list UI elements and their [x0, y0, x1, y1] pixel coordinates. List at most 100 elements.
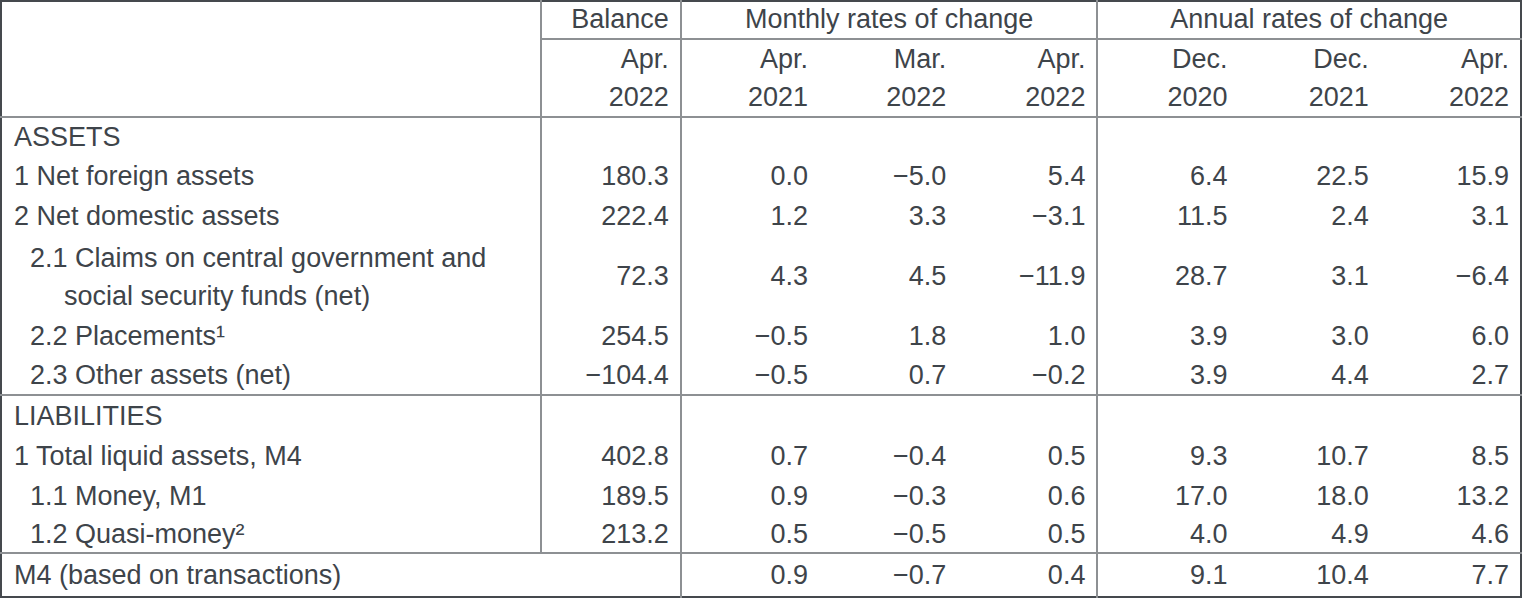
monetary-statistics-table-container: Balance Monthly rates of change Annual r…	[0, 0, 1522, 598]
table-row-claims-central-government: 2.1 Claims on central government and soc…	[1, 237, 1521, 317]
row-label: 1 Net foreign assets	[1, 157, 541, 197]
balance-value: 180.3	[541, 157, 681, 197]
table-row-placements: 2.2 Placements¹ 254.5 −0.5 1.8 1.0 3.9 3…	[1, 317, 1521, 357]
annual-value: 22.5	[1239, 157, 1380, 197]
monthly-value: 0.4	[957, 553, 1097, 597]
monthly-value: 3.3	[819, 197, 957, 237]
monthly-value: 4.5	[819, 237, 957, 317]
monthly-value: 1.0	[957, 317, 1097, 357]
annual-value: 28.7	[1097, 237, 1238, 317]
row-label: 2.3 Other assets (net)	[1, 357, 541, 395]
empty-cell	[1239, 117, 1380, 157]
annual-value: 9.3	[1097, 437, 1238, 477]
column-group-header-monthly: Monthly rates of change	[681, 1, 1098, 39]
row-label: 2 Net domestic assets	[1, 197, 541, 237]
annual-value: 3.0	[1239, 317, 1380, 357]
monthly-value: −0.5	[681, 357, 819, 395]
annual-value: 10.7	[1239, 437, 1380, 477]
monthly-value: 0.5	[681, 517, 819, 553]
footer-label: M4 (based on transactions)	[1, 553, 681, 597]
annual-value: 2.4	[1239, 197, 1380, 237]
empty-cell	[1380, 395, 1521, 437]
balance-value: 402.8	[541, 437, 681, 477]
balance-value: 254.5	[541, 317, 681, 357]
balance-value: 72.3	[541, 237, 681, 317]
period-header: Apr. 2022	[957, 39, 1097, 117]
row-label: 1.2 Quasi-money²	[1, 517, 541, 553]
empty-cell	[957, 395, 1097, 437]
empty-cell	[1380, 117, 1521, 157]
monthly-value: −0.3	[819, 477, 957, 517]
annual-value: 10.4	[1239, 553, 1380, 597]
table-row-total-liquid-assets: 1 Total liquid assets, M4 402.8 0.7 −0.4…	[1, 437, 1521, 477]
monthly-value: 0.9	[681, 553, 819, 597]
annual-value: 7.7	[1380, 553, 1521, 597]
empty-cell	[681, 117, 819, 157]
table-row-other-assets: 2.3 Other assets (net) −104.4 −0.5 0.7 −…	[1, 357, 1521, 395]
monthly-value: 0.6	[957, 477, 1097, 517]
monetary-aggregates-table: Balance Monthly rates of change Annual r…	[0, 0, 1522, 598]
annual-value: 3.9	[1097, 317, 1238, 357]
annual-value: 9.1	[1097, 553, 1238, 597]
balance-value: 213.2	[541, 517, 681, 553]
row-label: 1.1 Money, M1	[1, 477, 541, 517]
monthly-value: 1.8	[819, 317, 957, 357]
monthly-value: −11.9	[957, 237, 1097, 317]
monthly-value: −0.7	[819, 553, 957, 597]
monthly-value: −0.4	[819, 437, 957, 477]
annual-value: 3.9	[1097, 357, 1238, 395]
empty-cell	[1097, 117, 1238, 157]
monthly-value: −0.5	[681, 317, 819, 357]
row-label: 2.1 Claims on central government and soc…	[1, 237, 541, 317]
column-group-header-annual: Annual rates of change	[1097, 1, 1521, 39]
table-row-quasi-money: 1.2 Quasi-money² 213.2 0.5 −0.5 0.5 4.0 …	[1, 517, 1521, 553]
table-row-money-m1: 1.1 Money, M1 189.5 0.9 −0.3 0.6 17.0 18…	[1, 477, 1521, 517]
annual-value: 15.9	[1380, 157, 1521, 197]
period-header: Apr. 2022	[1380, 39, 1521, 117]
monthly-value: −5.0	[819, 157, 957, 197]
annual-value: 8.5	[1380, 437, 1521, 477]
annual-value: 18.0	[1239, 477, 1380, 517]
table-row-net-domestic-assets: 2 Net domestic assets 222.4 1.2 3.3 −3.1…	[1, 197, 1521, 237]
period-header: Apr. 2021	[681, 39, 819, 117]
corner-cell	[1, 1, 541, 117]
monthly-value: 1.2	[681, 197, 819, 237]
balance-value: 222.4	[541, 197, 681, 237]
monthly-value: 0.7	[819, 357, 957, 395]
annual-value: −6.4	[1380, 237, 1521, 317]
balance-value: 189.5	[541, 477, 681, 517]
period-header: Dec. 2021	[1239, 39, 1380, 117]
section-row-assets: ASSETS	[1, 117, 1521, 157]
annual-value: 2.7	[1380, 357, 1521, 395]
header-group-row: Balance Monthly rates of change Annual r…	[1, 1, 1521, 39]
row-label: 2.2 Placements¹	[1, 317, 541, 357]
annual-value: 4.6	[1380, 517, 1521, 553]
period-header: Dec. 2020	[1097, 39, 1238, 117]
annual-value: 4.9	[1239, 517, 1380, 553]
monthly-value: −0.5	[819, 517, 957, 553]
row-label: 1 Total liquid assets, M4	[1, 437, 541, 477]
period-header: Apr. 2022	[541, 39, 681, 117]
footer-row-m4-transactions: M4 (based on transactions) 0.9 −0.7 0.4 …	[1, 553, 1521, 597]
empty-cell	[1097, 395, 1238, 437]
annual-value: 17.0	[1097, 477, 1238, 517]
empty-cell	[819, 395, 957, 437]
empty-cell	[957, 117, 1097, 157]
annual-value: 4.4	[1239, 357, 1380, 395]
monthly-value: 0.9	[681, 477, 819, 517]
monthly-value: 4.3	[681, 237, 819, 317]
monthly-value: 0.5	[957, 437, 1097, 477]
balance-value: −104.4	[541, 357, 681, 395]
column-group-header-balance: Balance	[541, 1, 681, 39]
annual-value: 11.5	[1097, 197, 1238, 237]
annual-value: 6.0	[1380, 317, 1521, 357]
section-label: ASSETS	[1, 117, 541, 157]
annual-value: 6.4	[1097, 157, 1238, 197]
empty-cell	[541, 395, 681, 437]
empty-cell	[1239, 395, 1380, 437]
monthly-value: −0.2	[957, 357, 1097, 395]
section-row-liabilities: LIABILITIES	[1, 395, 1521, 437]
table-row-net-foreign-assets: 1 Net foreign assets 180.3 0.0 −5.0 5.4 …	[1, 157, 1521, 197]
annual-value: 3.1	[1380, 197, 1521, 237]
monthly-value: −3.1	[957, 197, 1097, 237]
